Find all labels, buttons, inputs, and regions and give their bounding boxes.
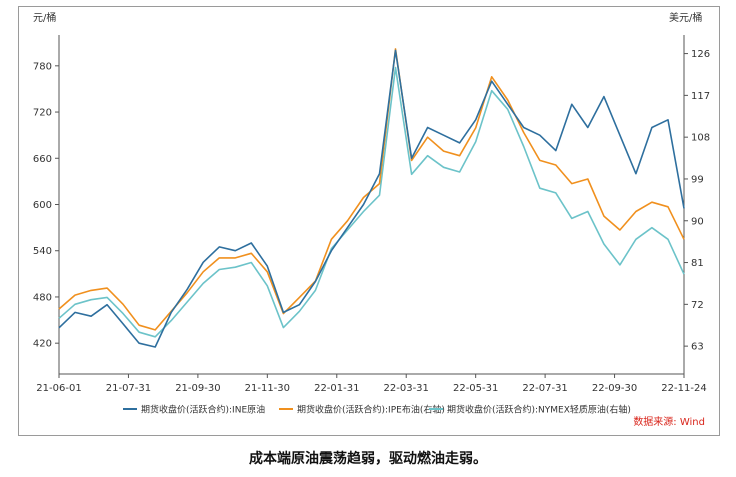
left-tick-label: 420 [33,339,52,350]
legend-label: 期货收盘价(活跃合约):INE原油 [141,404,265,416]
x-tick-label: 22-11-24 [661,383,706,394]
line-chart: 元/桶 美元/桶 420 480 540 600 660 720 780 63 72 81 90 9… [33,11,710,428]
right-tick-label: 99 [691,174,704,185]
left-axis-unit: 元/桶 [33,11,56,24]
series-line-3 [58,66,685,338]
x-tick-label: 22-01-31 [314,383,359,394]
left-tick-label: 600 [33,200,52,211]
x-tick-label: 22-07-31 [522,383,567,394]
right-tick-label: 90 [691,216,704,227]
left-tick-label: 480 [33,292,52,303]
right-tick-label: 63 [691,342,704,353]
legend-label: 期货收盘价(活跃合约):IPE布油(右轴) [297,404,445,416]
left-tick-label: 660 [33,154,52,165]
series-line-1 [58,49,685,348]
left-tick-label: 720 [33,108,52,119]
x-tick-label: 21-07-31 [106,383,151,394]
x-tick-label: 22-03-31 [384,383,429,394]
right-tick-label: 81 [691,258,704,269]
left-tick-label: 780 [33,61,52,72]
chart-frame: 元/桶 美元/桶 420 480 540 600 660 720 780 63 72 81 90 9… [18,6,720,436]
right-tick-label: 72 [691,300,704,311]
right-axis-unit: 美元/桶 [669,11,702,24]
source-note: 数据来源: Wind [633,415,705,428]
legend-label: 期货收盘价(活跃合约):NYMEX轻质原油(右轴) [447,404,631,416]
x-tick-label: 21-06-01 [36,383,81,394]
x-tick-label: 22-09-30 [592,383,637,394]
chart-caption: 成本端原油震荡趋弱，驱动燃油走弱。 [249,451,487,467]
right-tick-label: 108 [691,133,710,144]
x-tick-label: 22-05-31 [453,383,498,394]
x-tick-label: 21-09-30 [175,383,220,394]
right-tick-label: 117 [691,91,710,102]
right-tick-label: 126 [691,49,710,60]
x-tick-label: 21-11-30 [245,383,290,394]
left-tick-label: 540 [33,246,52,257]
